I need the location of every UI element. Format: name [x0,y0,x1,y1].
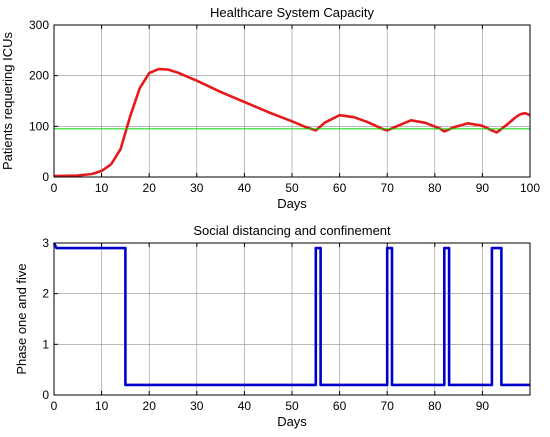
chart1-x-tick-label: 60 [333,181,347,195]
chart1-series-1-line [53,67,531,178]
chart1-y-tick-label: 200 [29,69,49,83]
chart2-x-axis-label: Days [277,414,307,429]
chart1-x-tick-label: 30 [190,181,204,195]
chart1-x-tick-label: 0 [51,181,58,195]
chart2-y-tick-label: 2 [42,287,49,301]
chart2-x-tick-label: 90 [476,399,490,413]
chart2-x-tick-label: 0 [51,399,58,413]
chart2-title: Social distancing and confinement [193,223,391,238]
chart1-x-tick-label: 70 [381,181,395,195]
chart1-y-axis-label: Patients requering ICUs [0,31,15,170]
chart2-y-tick-label: 0 [42,388,49,402]
chart2-x-tick-label: 80 [428,399,442,413]
chart2-x-tick-label: 70 [381,399,395,413]
chart1-axes-frame [53,24,531,178]
chart2-y-tick-label: 3 [42,236,49,250]
chart1-x-tick-label: 20 [143,181,157,195]
chart2-x-tick-label: 60 [333,399,347,413]
chart1-x-tick-label: 50 [285,181,299,195]
chart2-y-axis-label: Phase one and five [14,263,29,374]
chart2-axes-frame [53,242,531,396]
chart1-y-tick-label: 0 [42,170,49,184]
chart2-x-tick-label: 40 [238,399,252,413]
chart2-x-tick-label: 50 [285,399,299,413]
chart1-x-tick-label: 90 [476,181,490,195]
chart1-x-tick-label: 100 [520,181,540,195]
chart2-y-tick-label: 1 [42,337,49,351]
chart2-x-tick-label: 30 [190,399,204,413]
chart2-series-1-line [52,242,530,387]
chart2-x-tick-label: 10 [95,399,109,413]
chart1-y-tick-label: 100 [29,119,49,133]
chart1-x-tick-label: 10 [95,181,109,195]
chart1-x-tick-label: 40 [238,181,252,195]
chart1-title: Healthcare System Capacity [210,5,375,20]
chart2-x-tick-label: 20 [143,399,157,413]
chart1-y-tick-label: 300 [29,18,49,32]
chart1-x-tick-label: 80 [428,181,442,195]
chart1-x-axis-label: Days [277,196,307,211]
